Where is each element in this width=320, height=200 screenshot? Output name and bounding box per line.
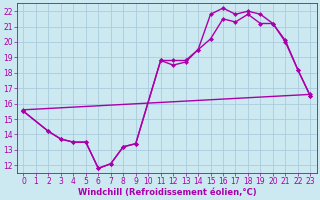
X-axis label: Windchill (Refroidissement éolien,°C): Windchill (Refroidissement éolien,°C) [77,188,256,197]
